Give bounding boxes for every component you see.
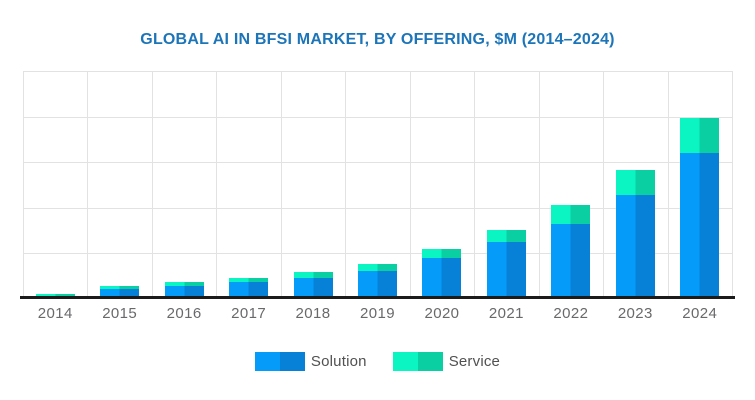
h-gridline xyxy=(23,116,732,118)
bar-2019-solution-segment xyxy=(358,270,397,299)
bar-2017 xyxy=(229,277,269,299)
bar-2015-service-segment xyxy=(100,285,140,289)
x-tick-label-2014: 2014 xyxy=(37,305,73,322)
bar-2023-service-segment xyxy=(615,169,655,195)
v-gridline xyxy=(87,71,88,299)
bar-2024-service-segment xyxy=(680,117,720,154)
v-gridline xyxy=(216,71,217,299)
x-tick-label-2017: 2017 xyxy=(231,305,267,322)
x-tick-label-2020: 2020 xyxy=(424,305,460,322)
bar-2016 xyxy=(164,281,204,299)
x-axis-labels: 2014 2015 2016 2017 2018 2019 2020 2021 2022 2023… xyxy=(23,305,732,322)
legend-label-solution: Solution xyxy=(310,353,367,370)
bar-2018 xyxy=(293,272,333,299)
x-tick-label-2015: 2015 xyxy=(102,305,138,322)
chart-title: GLOBAL AI IN BFSI MARKET, BY OFFERING, $… xyxy=(140,31,615,48)
x-tick-label-2022: 2022 xyxy=(553,305,589,322)
bar-2015 xyxy=(100,285,140,299)
x-tick-label-2023: 2023 xyxy=(617,305,653,322)
v-gridline xyxy=(603,71,604,299)
h-gridline xyxy=(23,162,732,164)
bar-2019-service-segment xyxy=(358,263,397,271)
bar-2020-service-segment xyxy=(422,249,462,258)
legend-swatch-solution-icon xyxy=(254,352,305,371)
legend-item-solution: Solution xyxy=(254,352,367,371)
bar-2023-solution-segment xyxy=(615,194,655,299)
legend-item-service: Service xyxy=(392,352,501,371)
bar-2022 xyxy=(551,205,591,299)
h-gridline xyxy=(23,207,732,209)
bar-2014-service-segment xyxy=(35,294,75,296)
v-gridline xyxy=(732,71,733,299)
v-gridline xyxy=(474,71,475,299)
v-gridline xyxy=(152,71,153,299)
v-gridline xyxy=(23,71,24,299)
bar-2020 xyxy=(422,249,462,299)
bar-2019 xyxy=(358,263,397,299)
legend: Solution Service xyxy=(0,352,755,371)
bar-2018-solution-segment xyxy=(293,278,333,299)
bar-2024-solution-segment xyxy=(680,153,720,299)
x-axis-line xyxy=(20,296,735,299)
bar-2016-service-segment xyxy=(164,281,204,287)
bar-2017-solution-segment xyxy=(229,281,269,299)
legend-swatch-service-icon xyxy=(392,352,443,371)
x-tick-label-2021: 2021 xyxy=(488,305,524,322)
v-gridline xyxy=(281,71,282,299)
x-tick-label-2016: 2016 xyxy=(166,305,202,322)
v-gridline xyxy=(539,71,540,299)
h-gridline xyxy=(23,253,732,255)
bar-2021-service-segment xyxy=(486,230,526,243)
bar-2022-service-segment xyxy=(551,205,591,224)
v-gridline xyxy=(410,71,411,299)
bar-2017-service-segment xyxy=(229,277,269,282)
bar-2018-service-segment xyxy=(293,272,333,279)
bar-2022-solution-segment xyxy=(551,224,591,299)
x-tick-label-2018: 2018 xyxy=(295,305,331,322)
bar-2024 xyxy=(680,117,720,299)
v-gridline xyxy=(668,71,669,299)
bar-2015-solution-segment xyxy=(100,288,140,299)
bar-2016-solution-segment xyxy=(164,286,204,299)
legend-label-service: Service xyxy=(448,353,501,370)
bar-2020-solution-segment xyxy=(422,257,462,299)
bar-2021-solution-segment xyxy=(486,242,526,299)
v-gridline xyxy=(345,71,346,299)
x-tick-label-2019: 2019 xyxy=(360,305,395,322)
x-tick-label-2024: 2024 xyxy=(682,305,718,322)
plot-area xyxy=(20,71,735,299)
h-gridline xyxy=(23,71,732,72)
bar-2021 xyxy=(486,230,526,299)
bar-2023 xyxy=(615,169,655,299)
